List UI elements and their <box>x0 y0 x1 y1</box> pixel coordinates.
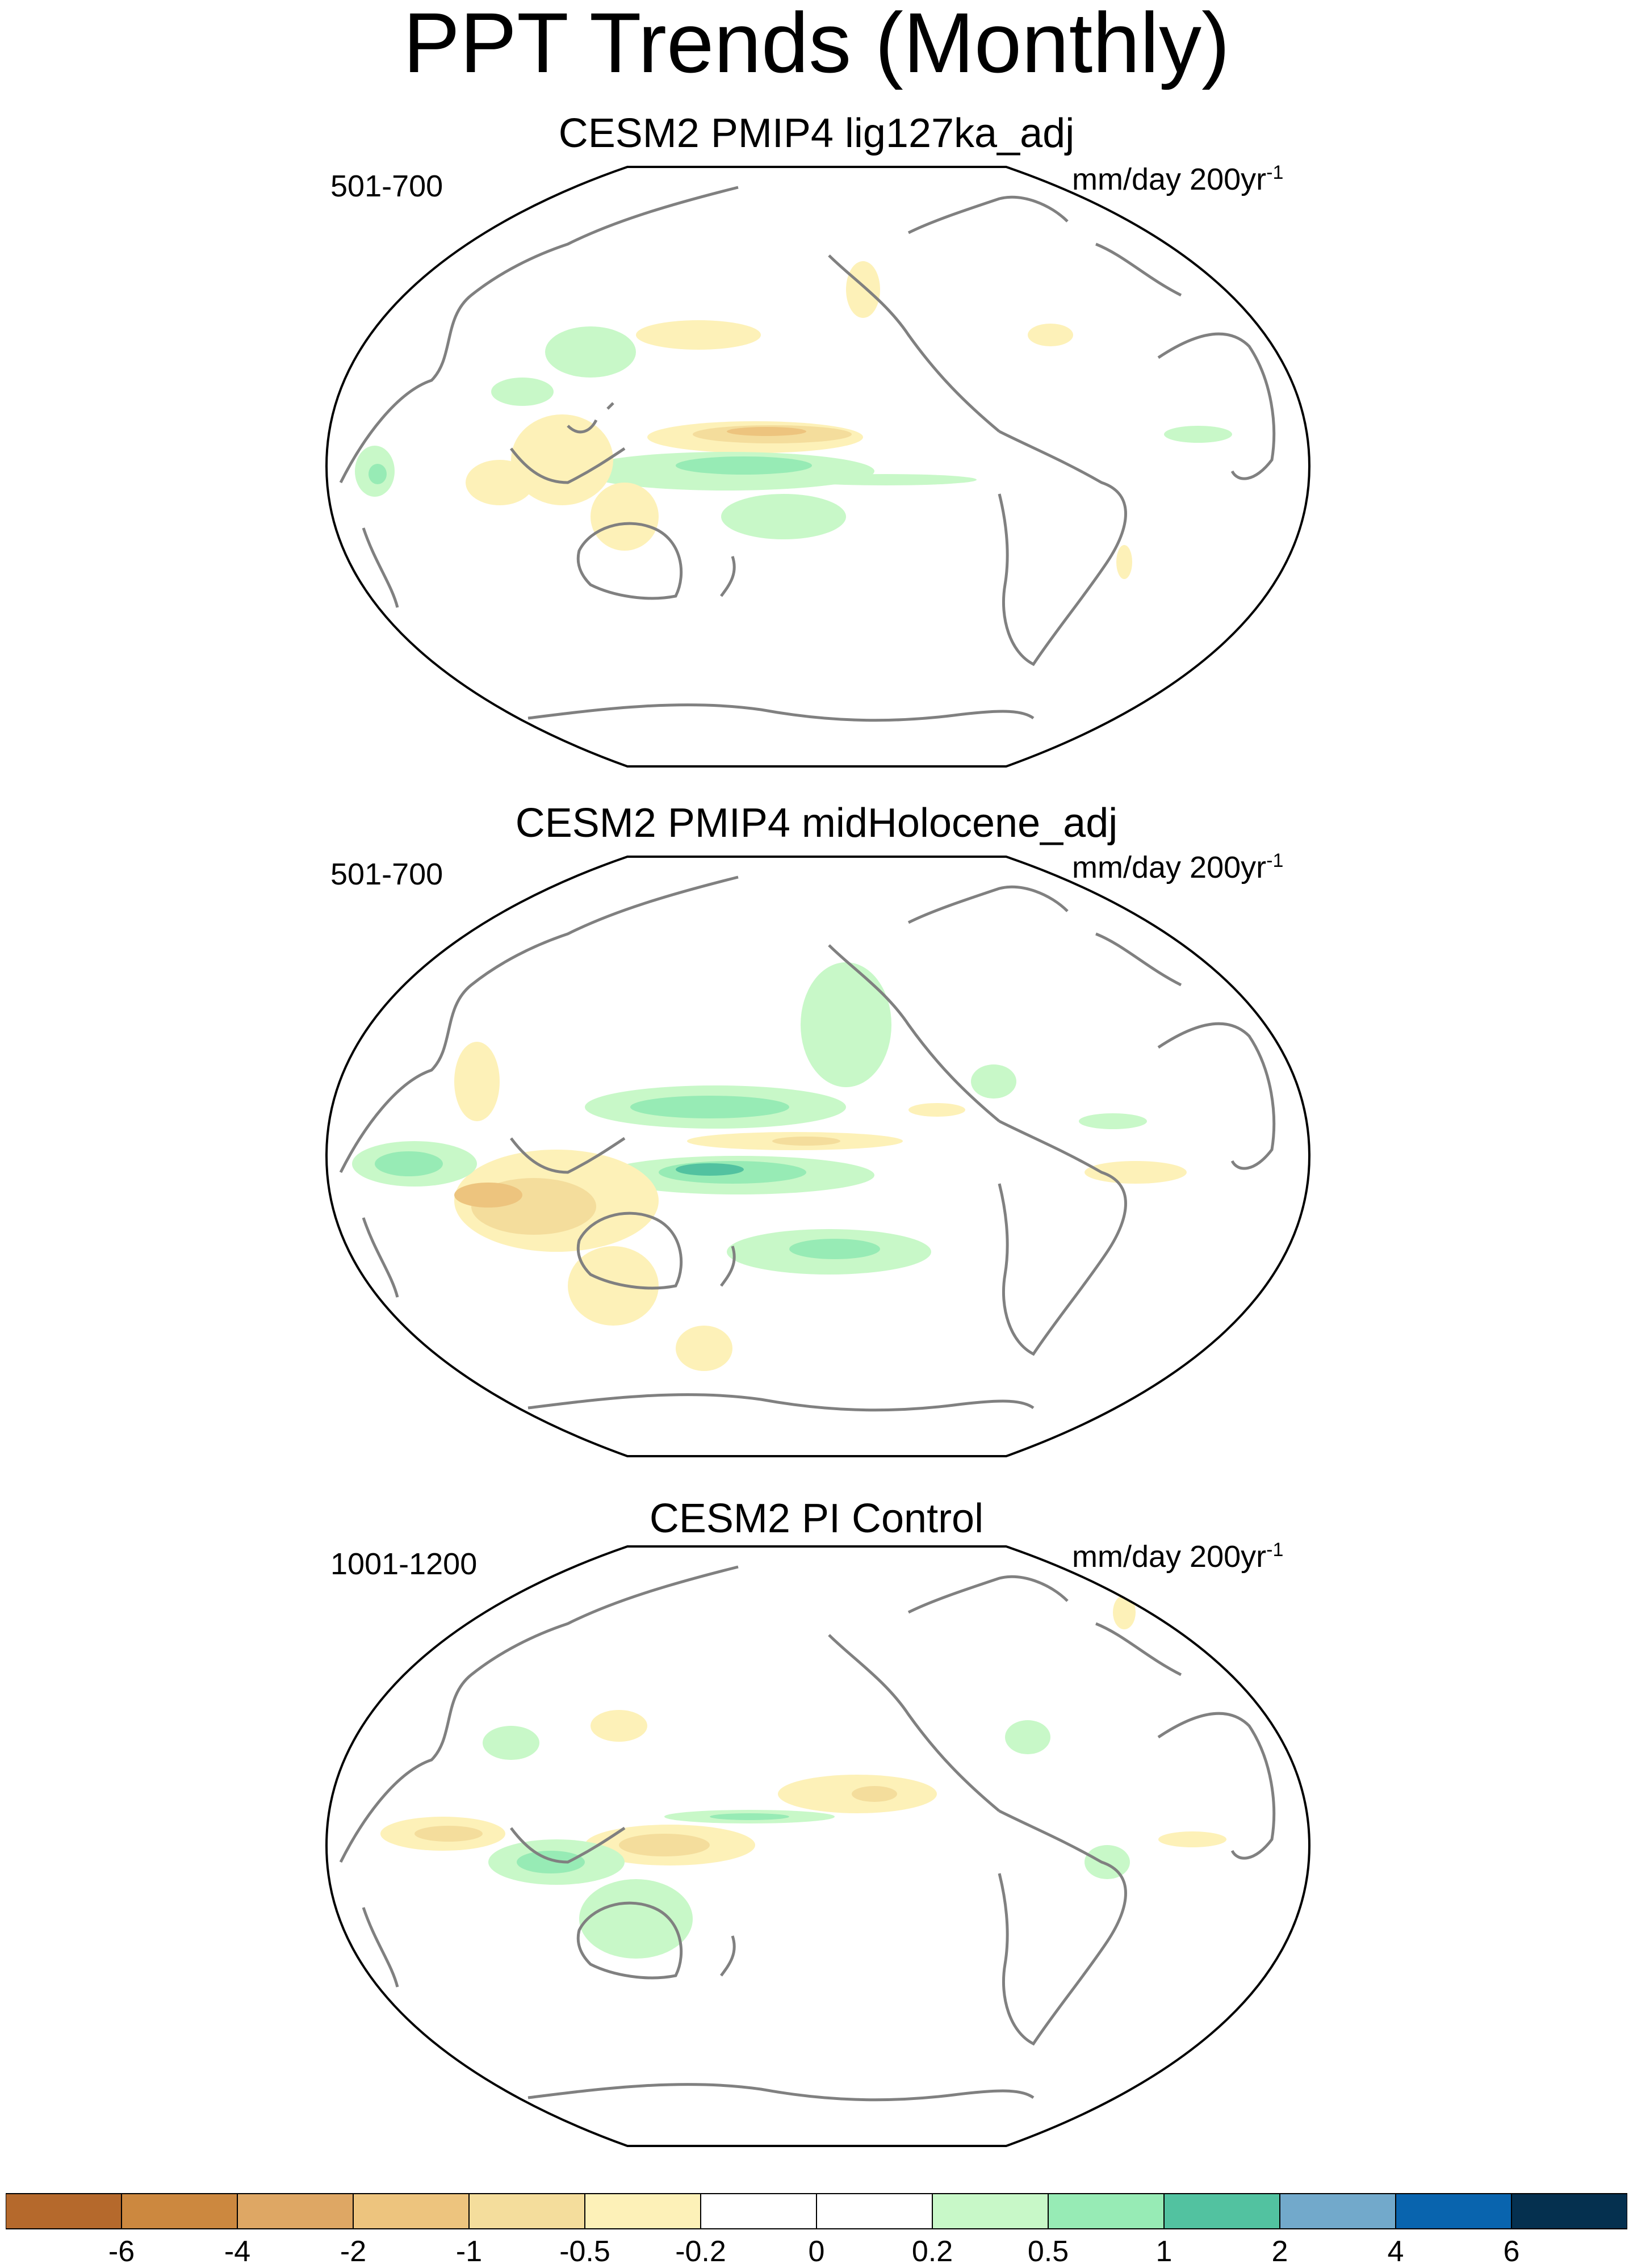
colorbar-label: -6 <box>108 2235 135 2268</box>
map-2 <box>325 856 1311 1457</box>
colorbar-box <box>932 2193 1049 2229</box>
colorbar-box <box>584 2193 701 2229</box>
colorbar-label: 6 <box>1503 2235 1520 2268</box>
panel-title: CESM2 PI Control <box>649 1496 984 1541</box>
colorbar-box <box>1048 2193 1165 2229</box>
panel-period: 1001-1200 <box>330 1547 478 1581</box>
coastlines <box>339 186 1276 722</box>
colorbar-label: 0 <box>808 2235 825 2268</box>
colorbar-box <box>121 2193 238 2229</box>
colorbar-label: -0.5 <box>559 2235 610 2268</box>
colorbar-label: 0.5 <box>1027 2235 1069 2268</box>
colorbar-box <box>1395 2193 1512 2229</box>
colorbar-label: -0.2 <box>675 2235 726 2268</box>
map-3 <box>325 1545 1311 2147</box>
figure-title: PPT Trends (Monthly) <box>403 0 1230 90</box>
anomaly-shading <box>380 1595 1226 1959</box>
anomaly-shading <box>352 962 1187 1371</box>
colorbar-label: 1 <box>1155 2235 1173 2268</box>
panel-units: mm/day 200yr-1 <box>1072 162 1284 196</box>
colorbar-label: 4 <box>1387 2235 1404 2268</box>
anomaly-shading <box>355 261 1232 579</box>
colorbar-box <box>353 2193 470 2229</box>
colorbar-label: -2 <box>340 2235 367 2268</box>
panel-units: mm/day 200yr-1 <box>1072 850 1284 884</box>
colorbar-box <box>468 2193 585 2229</box>
map-frame <box>325 1545 1311 2147</box>
panel-period: 501-700 <box>330 857 443 891</box>
panel-period: 501-700 <box>330 169 443 203</box>
panel-title: CESM2 PMIP4 midHolocene_adj <box>515 800 1118 846</box>
colorbar-label: -4 <box>224 2235 251 2268</box>
map-frame <box>325 166 1311 768</box>
colorbar-box <box>700 2193 817 2229</box>
colorbar-box <box>1279 2193 1396 2229</box>
colorbar-label: 2 <box>1271 2235 1288 2268</box>
colorbar-box <box>1163 2193 1280 2229</box>
colorbar-label: 0.2 <box>911 2235 953 2268</box>
map-1 <box>325 166 1311 768</box>
colorbar-box <box>816 2193 933 2229</box>
colorbar-box <box>1511 2193 1627 2229</box>
panel-units: mm/day 200yr-1 <box>1072 1539 1284 1574</box>
panel-title: CESM2 PMIP4 lig127ka_adj <box>558 111 1075 156</box>
map-frame <box>325 856 1311 1457</box>
colorbar-box <box>6 2193 122 2229</box>
coastlines <box>339 875 1276 1412</box>
colorbar-label: -1 <box>455 2235 483 2268</box>
colorbar <box>6 2193 1627 2229</box>
colorbar-box <box>237 2193 354 2229</box>
coastlines <box>339 1565 1276 2102</box>
